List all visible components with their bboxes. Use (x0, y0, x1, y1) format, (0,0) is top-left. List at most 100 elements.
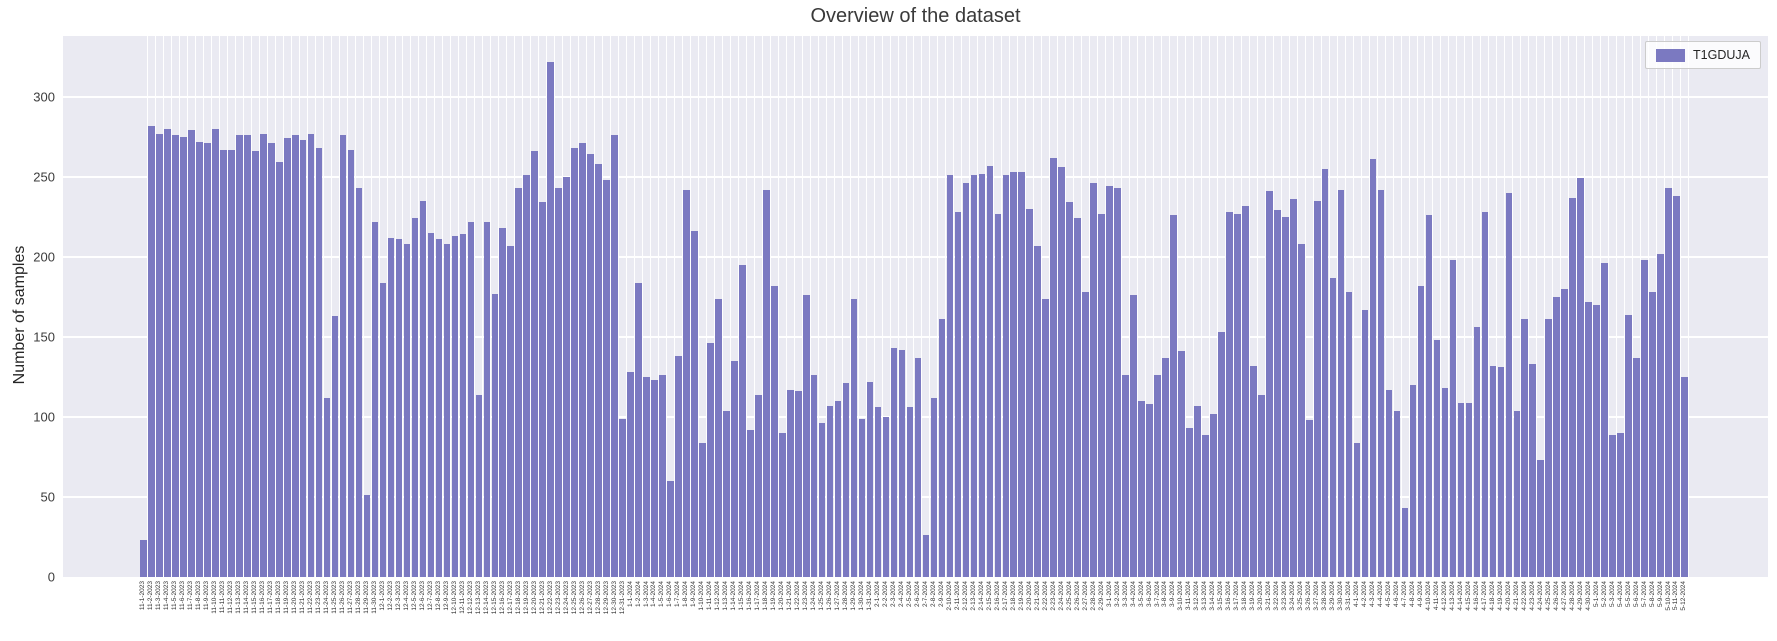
x-tick-label: 12-13-2023 (474, 581, 482, 615)
bar (1010, 172, 1018, 577)
x-tick-label: 3-21-2024 (1265, 581, 1273, 611)
x-tick-label: 4-28-2024 (1568, 581, 1576, 611)
x-tick-label: 12-28-2023 (594, 581, 602, 615)
bar-slot: 11-21-2023 (299, 36, 308, 614)
bar (1114, 188, 1121, 577)
bar (251, 151, 259, 577)
x-tick-label: 5-12-2024 (1680, 581, 1688, 611)
bar-slot: 12-16-2023 (499, 36, 508, 614)
x-tick-label: 2-9-2024 (937, 581, 945, 608)
bar-slot: 1-24-2024 (810, 36, 819, 611)
bar (1617, 432, 1624, 577)
bar-slot: 12-2-2023 (387, 36, 396, 611)
bar-slot: 12-26-2023 (578, 36, 588, 614)
x-tick-label: 12-19-2023 (522, 581, 530, 615)
x-tick-label: 11-29-2023 (362, 581, 370, 614)
bar (1026, 208, 1034, 577)
legend-swatch-icon (1656, 48, 1686, 62)
x-tick-label: 3-15-2024 (1217, 581, 1225, 611)
x-tick-label: 2-13-2024 (969, 581, 977, 611)
bar (435, 239, 443, 577)
x-tick-label: 4-5-2024 (1384, 581, 1392, 608)
bar (962, 183, 970, 577)
bar-slot: 1-19-2024 (770, 36, 779, 611)
bar (1281, 216, 1289, 577)
bar (1321, 168, 1329, 577)
x-tick-label: 3-18-2024 (1241, 581, 1249, 611)
bar (1226, 212, 1233, 577)
y-tick-label: 100 (33, 409, 55, 425)
bar (156, 133, 163, 577)
bar-slot: 1-23-2024 (802, 36, 811, 611)
x-tick-label: 4-26-2024 (1552, 581, 1560, 611)
bar (1258, 394, 1265, 577)
bar-slot: 4-24-2024 (1537, 36, 1546, 611)
x-tick-label: 1-5-2024 (658, 581, 666, 608)
bar (1146, 404, 1153, 577)
x-tick-label: 4-29-2024 (1576, 581, 1584, 611)
bar (970, 175, 978, 577)
chart-title: Overview of the dataset (810, 5, 1021, 27)
bar-slot: 12-4-2023 (403, 36, 412, 611)
bar-slot: 1-25-2024 (818, 36, 827, 611)
bar-slot: 5-11-2024 (1672, 36, 1681, 610)
x-tick-label: 2-10-2024 (945, 581, 953, 611)
x-tick-label: 12-29-2023 (602, 581, 610, 615)
x-tick-label: 12-25-2023 (570, 581, 578, 615)
bar-slot: 1-10-2024 (698, 36, 707, 611)
x-tick-label: 2-15-2024 (985, 581, 993, 611)
bar (275, 162, 283, 577)
x-tick-label: 3-19-2024 (1249, 581, 1257, 611)
x-tick-label: 1-27-2024 (833, 581, 841, 611)
x-tick-label: 3-30-2024 (1336, 581, 1344, 611)
bar-slot: 12-18-2023 (515, 36, 524, 614)
bar (459, 234, 467, 577)
bar-slot: 11-1-2023 (139, 36, 148, 610)
bar-slot: 11-29-2023 (363, 36, 372, 614)
bar-slot: 2-4-2024 (898, 36, 907, 607)
bar (715, 298, 722, 577)
bar-slot: 4-13-2024 (1449, 36, 1458, 611)
bar (1002, 175, 1010, 577)
bar-slot: 11-18-2023 (275, 36, 284, 614)
bar (850, 298, 858, 577)
bar (866, 381, 874, 577)
bar-slot: 12-3-2023 (395, 36, 404, 611)
bar-slot: 3-25-2024 (1297, 36, 1306, 611)
bar-slot: 2-12-2024 (962, 36, 971, 611)
bar (1441, 388, 1449, 577)
x-tick-label: 11-7-2023 (187, 581, 195, 611)
x-tick-label: 2-2-2024 (881, 581, 889, 608)
bar-slot: 1-18-2024 (762, 36, 771, 611)
bar (826, 405, 834, 577)
bar (1202, 434, 1209, 577)
bar (1066, 202, 1073, 577)
bar-slot: 11-25-2023 (331, 36, 340, 614)
bar-slot: 12-25-2023 (570, 36, 580, 614)
x-tick-label: 5-2-2024 (1600, 581, 1608, 608)
bar-slot: 2-2-2024 (882, 36, 891, 607)
bar-slot: 1-16-2024 (746, 36, 755, 611)
bar (1042, 298, 1050, 577)
bar-slot: 2-16-2024 (994, 36, 1003, 611)
bar (1521, 319, 1529, 577)
x-tick-label: 12-10-2023 (450, 581, 458, 615)
bar (1425, 215, 1433, 577)
x-tick-label: 4-7-2024 (1400, 581, 1408, 608)
bar (475, 394, 483, 577)
bar (778, 432, 786, 577)
x-tick-label: 12-11-2023 (458, 581, 466, 614)
x-tick-label: 5-3-2024 (1608, 581, 1616, 608)
x-tick-label: 12-21-2023 (538, 581, 546, 615)
bar (1122, 375, 1129, 577)
bar (651, 380, 658, 577)
bar-slot: 1-8-2024 (682, 36, 691, 607)
x-tick-label: 11-27-2023 (346, 581, 354, 614)
x-tick-label: 3-28-2024 (1320, 581, 1328, 611)
bar-slot: 3-10-2024 (1177, 36, 1186, 611)
bar-slot: 2-5-2024 (906, 36, 915, 607)
x-tick-label: 12-12-2023 (466, 581, 474, 615)
bar-slot: 12-15-2023 (491, 36, 500, 614)
bar-slot: 11-6-2023 (179, 36, 188, 610)
